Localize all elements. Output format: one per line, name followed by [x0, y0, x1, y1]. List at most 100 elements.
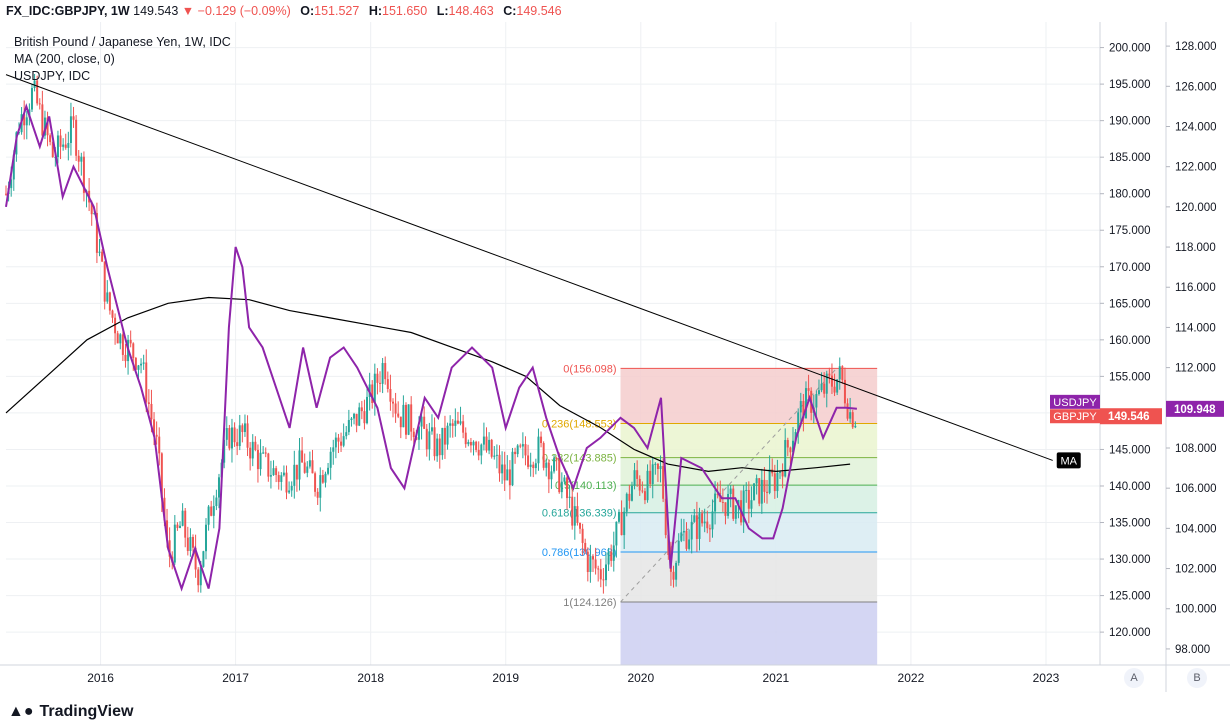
candle-body — [217, 477, 220, 498]
candle-body — [103, 261, 106, 302]
candle-body — [573, 506, 576, 526]
price-chart[interactable]: 0(156.098)0.236(148.553)0.382(143.885)0.… — [0, 22, 1230, 692]
last-price: 149.543 — [133, 4, 179, 18]
candle-body — [324, 473, 327, 483]
candle-body — [579, 522, 582, 529]
legend-title[interactable]: British Pound / Japanese Yen, 1W, IDC — [14, 35, 231, 49]
x-tick-label: 2019 — [492, 671, 519, 685]
candle-body — [111, 310, 114, 318]
symbol-header: FX_IDC:GBPJPY, 1W 149.543 ▼ −0.129 (−0.0… — [0, 0, 1230, 22]
candle-body — [729, 488, 732, 494]
candle-body — [651, 464, 654, 484]
candle-body — [630, 485, 633, 501]
candle-body — [685, 531, 688, 549]
candle-body — [797, 412, 800, 433]
low-value: 148.463 — [448, 4, 494, 18]
candle-body — [430, 427, 433, 432]
candle-body — [768, 469, 771, 493]
candle-body — [454, 420, 457, 426]
y-tick-label-left: 165.000 — [1109, 298, 1151, 310]
candle-body — [688, 539, 691, 549]
candle-body — [560, 481, 563, 493]
candle-body — [532, 464, 535, 469]
candle-body — [594, 559, 597, 569]
candle-body — [95, 212, 98, 253]
candle-body — [786, 440, 789, 448]
candle-body — [789, 447, 792, 453]
candle-body — [615, 521, 618, 546]
candle-body — [360, 407, 363, 412]
candle-body — [158, 436, 161, 454]
candle-body — [249, 447, 252, 459]
x-tick-label: 2016 — [87, 671, 114, 685]
candle-body — [366, 396, 369, 424]
candle-body — [506, 469, 509, 481]
candle-body — [142, 362, 145, 364]
candle-body — [724, 502, 727, 516]
candle-body — [604, 564, 607, 581]
candle-body — [711, 511, 714, 530]
candle-body — [537, 436, 540, 464]
candle-body — [498, 454, 501, 474]
candle-body — [607, 551, 610, 565]
candle-body — [56, 135, 59, 158]
candle-body — [462, 421, 465, 433]
candle-body — [319, 475, 322, 498]
candle-body — [672, 571, 675, 580]
candle-body — [428, 431, 431, 450]
candle-body — [41, 104, 44, 136]
price-change: −0.129 (−0.09%) — [197, 4, 291, 18]
candle-body — [553, 458, 556, 472]
candle-body — [106, 292, 109, 302]
candle-body — [656, 463, 659, 470]
candle-body — [540, 436, 543, 444]
auto-scale-button[interactable]: A — [1124, 668, 1144, 688]
candle-body — [199, 566, 202, 586]
symbol-name[interactable]: FX_IDC:GBPJPY, 1W — [6, 4, 130, 18]
y-tick-label-right: 122.000 — [1175, 162, 1217, 174]
candle-body — [285, 472, 288, 493]
candle-body — [690, 521, 693, 540]
legend-overlay[interactable]: USDJPY, IDC — [14, 69, 91, 83]
usdjpy-line — [5, 103, 857, 592]
candle-body — [381, 363, 384, 384]
y-tick-label-right: 102.000 — [1175, 564, 1217, 576]
legend-ma[interactable]: MA (200, close, 0) — [14, 52, 115, 66]
candle-body — [282, 472, 285, 476]
brand-name: TradingView — [39, 703, 134, 720]
candle-body — [269, 475, 272, 477]
candle-body — [38, 103, 41, 105]
y-tick-label-left: 185.000 — [1109, 152, 1151, 164]
candle-body — [176, 524, 179, 528]
candle-body — [233, 427, 236, 443]
candle-body — [838, 366, 841, 380]
candle-body — [80, 156, 83, 162]
candle-body — [472, 441, 475, 446]
fib-band — [620, 423, 878, 458]
candle-body — [654, 463, 657, 465]
candle-body — [698, 513, 701, 539]
candle-body — [599, 569, 602, 580]
candle-body — [514, 451, 517, 455]
candle-body — [438, 438, 441, 456]
candle-body — [277, 475, 280, 482]
candle-body — [353, 413, 356, 419]
fib-band — [620, 368, 878, 424]
candle-body — [467, 441, 470, 445]
candle-body — [836, 379, 839, 393]
gbpjpy-name-tag-label: GBPJPY — [1053, 411, 1097, 423]
candle-body — [376, 373, 379, 383]
candle-body — [586, 551, 589, 573]
candle-body — [480, 444, 483, 456]
secondary-axis-button[interactable]: B — [1187, 668, 1207, 688]
candle-body — [566, 477, 569, 499]
candle-body — [477, 449, 480, 456]
candle-body — [703, 521, 706, 524]
y-tick-label-left: 190.000 — [1109, 116, 1151, 128]
candle-body — [267, 453, 270, 477]
candle-body — [721, 501, 724, 503]
candle-body — [488, 439, 491, 451]
y-tick-label-left: 160.000 — [1109, 335, 1151, 347]
candle-body — [716, 493, 719, 496]
candle-body — [436, 438, 439, 457]
